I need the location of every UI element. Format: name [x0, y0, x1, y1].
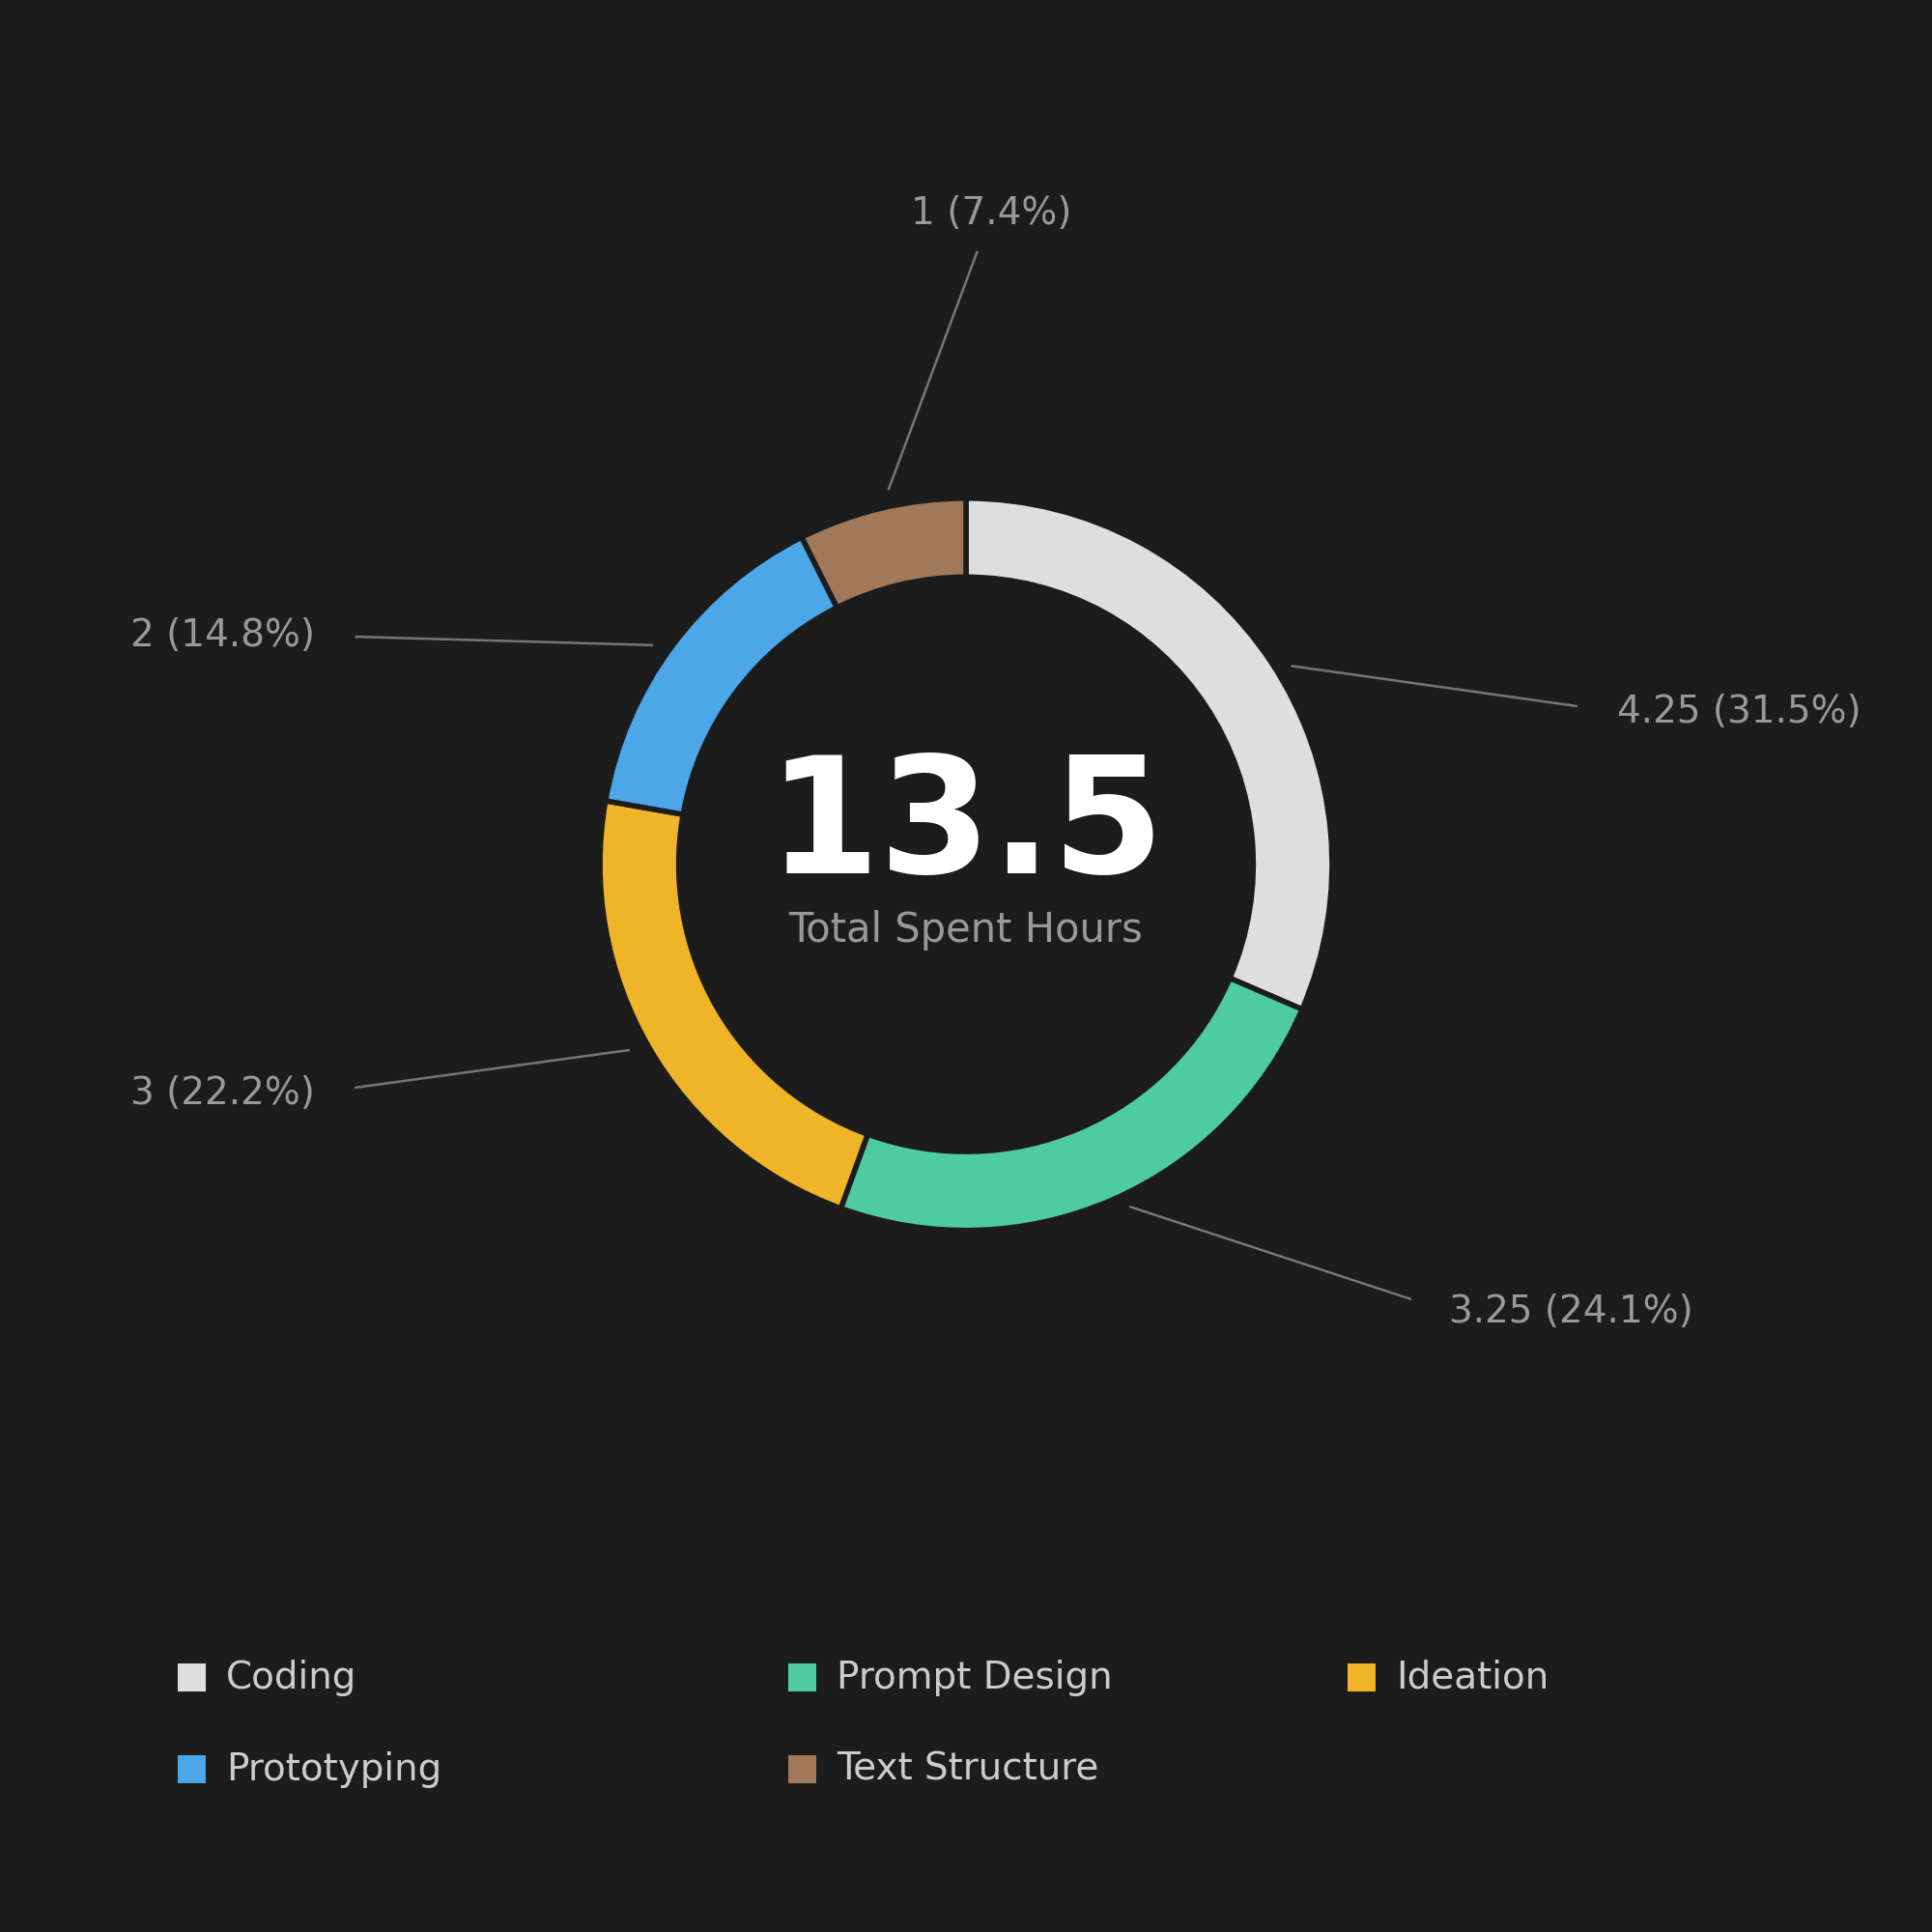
Text: 3 (22.2%): 3 (22.2%): [131, 1074, 315, 1111]
Text: 4.25 (31.5%): 4.25 (31.5%): [1617, 694, 1861, 730]
FancyBboxPatch shape: [788, 1756, 815, 1783]
Text: 2 (14.8%): 2 (14.8%): [131, 616, 315, 653]
FancyBboxPatch shape: [788, 1663, 815, 1692]
Text: Coding: Coding: [226, 1660, 357, 1696]
Wedge shape: [840, 978, 1302, 1231]
FancyBboxPatch shape: [178, 1756, 207, 1783]
Text: 1 (7.4%): 1 (7.4%): [912, 195, 1072, 232]
Text: Prompt Design: Prompt Design: [837, 1660, 1113, 1696]
Wedge shape: [802, 498, 966, 607]
FancyBboxPatch shape: [1347, 1663, 1376, 1692]
Wedge shape: [601, 800, 867, 1208]
FancyBboxPatch shape: [178, 1663, 207, 1692]
Text: 3.25 (24.1%): 3.25 (24.1%): [1449, 1293, 1692, 1329]
Wedge shape: [966, 498, 1331, 1009]
Text: Prototyping: Prototyping: [226, 1750, 442, 1787]
Text: 13.5: 13.5: [767, 750, 1165, 908]
Text: Ideation: Ideation: [1395, 1660, 1548, 1696]
Wedge shape: [605, 537, 837, 815]
Text: Text Structure: Text Structure: [837, 1750, 1099, 1787]
Text: Total Spent Hours: Total Spent Hours: [788, 910, 1144, 951]
